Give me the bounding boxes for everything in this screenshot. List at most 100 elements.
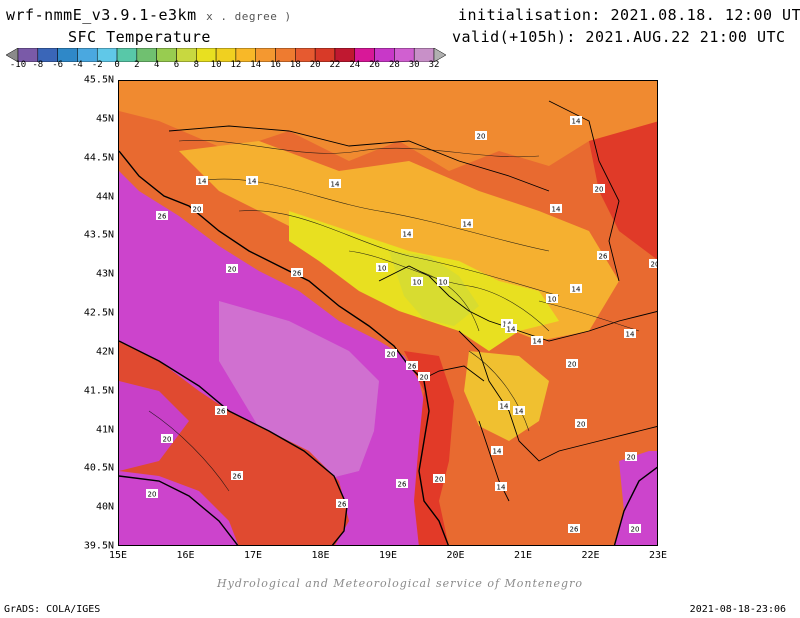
contour-value-label: 14 bbox=[246, 176, 258, 186]
longitude-tick-label: 20E bbox=[446, 550, 465, 561]
svg-text:14: 14 bbox=[403, 231, 412, 239]
colorbar-tick-label: 18 bbox=[289, 60, 301, 70]
svg-text:10: 10 bbox=[439, 279, 448, 287]
colorbar-tick-label: 32 bbox=[428, 60, 440, 70]
contour-value-label: 20 bbox=[475, 131, 487, 141]
colorbar-tick-label: -4 bbox=[72, 60, 83, 70]
svg-text:14: 14 bbox=[515, 408, 524, 416]
svg-text:26: 26 bbox=[158, 213, 167, 221]
render-timestamp: 2021-08-18-23:06 bbox=[689, 604, 786, 615]
colorbar-tick-label: 24 bbox=[349, 60, 361, 70]
model-name: wrf-nmmE_v3.9.1-e3km bbox=[6, 6, 197, 24]
colorbar-tick-label: 4 bbox=[153, 60, 160, 70]
coastlines bbox=[119, 150, 657, 545]
grads-credit: GrADS: COLA/IGES bbox=[4, 604, 101, 615]
svg-text:20: 20 bbox=[651, 261, 658, 269]
colorbar-tick-label: -6 bbox=[52, 60, 64, 70]
svg-text:20: 20 bbox=[568, 361, 577, 369]
contour-value-label: 14 bbox=[401, 229, 413, 239]
contour-value-label: 14 bbox=[498, 401, 510, 411]
svg-text:14: 14 bbox=[533, 338, 542, 346]
contour-value-label: 26 bbox=[156, 211, 168, 221]
svg-text:20: 20 bbox=[631, 526, 640, 534]
svg-text:26: 26 bbox=[293, 270, 302, 278]
italy-interior-sea bbox=[119, 381, 189, 471]
svg-text:20: 20 bbox=[477, 133, 486, 141]
contour-value-label: 26 bbox=[231, 471, 243, 481]
contour-value-label: 26 bbox=[597, 251, 609, 261]
colorbar-tick-label: 28 bbox=[388, 60, 400, 70]
colorbar bbox=[6, 48, 446, 62]
footer-credit: Hydrological and Meteorological service … bbox=[217, 577, 583, 590]
contour-value-label: 20 bbox=[575, 419, 587, 429]
contour-value-label: 26 bbox=[215, 406, 227, 416]
colorbar-tick-label: 6 bbox=[173, 60, 180, 70]
latitude-tick-label: 44N bbox=[95, 191, 114, 202]
colorbar-tick-label: -10 bbox=[9, 60, 27, 70]
contour-value-label: 20 bbox=[161, 434, 173, 444]
svg-text:10: 10 bbox=[548, 296, 557, 304]
latitude-tick-label: 41.5N bbox=[83, 385, 114, 397]
contour-value-label: 26 bbox=[336, 499, 348, 509]
svg-text:26: 26 bbox=[217, 408, 226, 416]
country-borders bbox=[168, 100, 657, 502]
colorbar-tick-label: -8 bbox=[32, 60, 44, 70]
longitude-tick-label: 17E bbox=[243, 550, 263, 561]
svg-text:26: 26 bbox=[233, 473, 242, 481]
latitude-tick-label: 44.5N bbox=[83, 152, 114, 164]
contour-value-label: 10 bbox=[546, 294, 558, 304]
latitude-tick-label: 42N bbox=[95, 346, 114, 358]
colorbar-tick-label: 22 bbox=[329, 60, 341, 70]
svg-text:20: 20 bbox=[627, 454, 636, 462]
contour-value-label: 10 bbox=[437, 277, 449, 287]
field-title: SFC Temperature bbox=[68, 28, 211, 46]
longitude-tick-label: 18E bbox=[311, 550, 330, 561]
contour-value-label: 14 bbox=[329, 179, 341, 189]
contour-value-label: 20 bbox=[146, 489, 158, 499]
svg-text:10: 10 bbox=[413, 279, 422, 287]
colorbar-tick-label: 10 bbox=[210, 60, 222, 70]
latitude-tick-label: 41N bbox=[95, 424, 114, 435]
svg-text:20: 20 bbox=[577, 421, 586, 429]
svg-text:26: 26 bbox=[599, 253, 608, 261]
longitude-tick-label: 22E bbox=[581, 550, 600, 561]
svg-text:14: 14 bbox=[572, 118, 581, 126]
svg-text:14: 14 bbox=[248, 178, 257, 186]
colorbar-tick-label: -2 bbox=[91, 60, 103, 70]
macedonia-mild-zone bbox=[464, 351, 549, 441]
svg-text:14: 14 bbox=[463, 221, 472, 229]
latitude-tick-label: 45.5N bbox=[83, 74, 114, 86]
svg-text:14: 14 bbox=[626, 331, 635, 339]
colorbar-tick-label: 8 bbox=[193, 60, 199, 70]
latitude-tick-label: 45N bbox=[95, 113, 114, 125]
contour-value-label: 20 bbox=[629, 524, 641, 534]
contour-value-label: 20 bbox=[649, 259, 658, 269]
contour-value-label: 20 bbox=[418, 372, 430, 382]
longitude-tick-label: 23E bbox=[648, 550, 668, 561]
initialisation-time: initialisation: 2021.08.18. 12:00 UTC bbox=[458, 6, 800, 24]
svg-text:20: 20 bbox=[387, 351, 396, 359]
map-canvas: 20 14 14 14 14 20 26 20 14 14 14 26 20 26 10 10 10 10 14 14… bbox=[119, 81, 658, 545]
contour-value-label: 14 bbox=[461, 219, 473, 229]
contour-value-label: 14 bbox=[570, 284, 582, 294]
colorbar-high-cap bbox=[433, 48, 446, 62]
units-label: x . degree ) bbox=[206, 10, 292, 23]
svg-text:14: 14 bbox=[552, 206, 561, 214]
latitude-tick-label: 43.5N bbox=[83, 229, 114, 241]
svg-text:26: 26 bbox=[398, 481, 407, 489]
svg-text:14: 14 bbox=[507, 326, 516, 334]
contour-value-label: 26 bbox=[291, 268, 303, 278]
svg-text:20: 20 bbox=[228, 266, 237, 274]
colorbar-tick-label: 30 bbox=[408, 60, 420, 70]
contour-value-label: 10 bbox=[376, 263, 388, 273]
contour-value-label: 14 bbox=[513, 406, 525, 416]
temperature-map: 20 14 14 14 14 20 26 20 14 14 14 26 20 26 10 10 10 10 14 14… bbox=[118, 80, 658, 546]
svg-text:20: 20 bbox=[163, 436, 172, 444]
svg-text:20: 20 bbox=[420, 374, 429, 382]
svg-text:14: 14 bbox=[500, 403, 509, 411]
svg-text:26: 26 bbox=[338, 501, 347, 509]
svg-text:14: 14 bbox=[572, 286, 581, 294]
svg-text:20: 20 bbox=[435, 476, 444, 484]
contour-value-label: 20 bbox=[566, 359, 578, 369]
contour-value-label: 14 bbox=[531, 336, 543, 346]
